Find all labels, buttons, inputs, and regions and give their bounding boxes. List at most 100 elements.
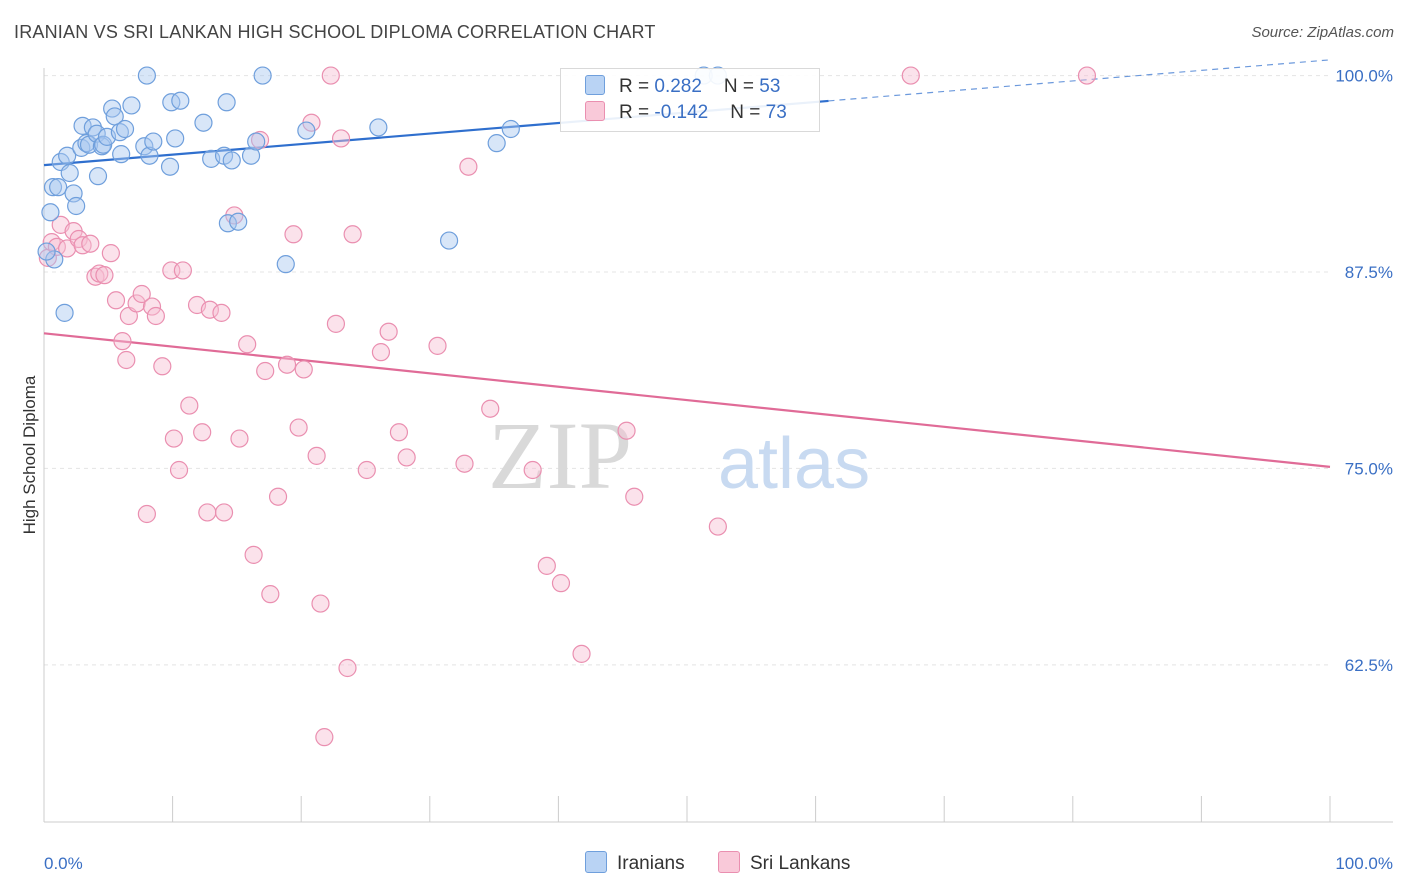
point-srilankans <box>321 66 340 85</box>
point-iranians <box>297 121 316 140</box>
point-srilankans <box>331 129 351 148</box>
point-srilankans <box>326 314 346 333</box>
point-iranians <box>160 157 180 176</box>
point-iranians <box>222 151 241 170</box>
source-label: Source: ZipAtlas.com <box>1251 24 1394 41</box>
blue-swatch-icon <box>585 75 605 95</box>
point-iranians <box>166 129 185 148</box>
pink-swatch-icon <box>585 101 605 121</box>
point-iranians <box>247 132 266 151</box>
point-srilankans <box>371 343 391 362</box>
point-srilankans <box>625 487 644 506</box>
point-iranians <box>43 178 63 197</box>
point-iranians <box>58 146 77 165</box>
point-srilankans <box>428 336 447 355</box>
y-tick-label: 75.0% <box>1345 459 1393 478</box>
legend-row-iranians: R = 0.282 N = 53 <box>585 75 780 99</box>
legend-row-srilankans: R = -0.142 N = 73 <box>585 101 787 125</box>
point-srilankans <box>212 303 231 322</box>
point-srilankans <box>256 361 275 381</box>
point-srilankans <box>193 423 212 442</box>
point-srilankans <box>455 454 474 473</box>
point-srilankans <box>307 446 326 465</box>
point-iranians <box>49 178 68 197</box>
point-srilankans <box>106 291 126 310</box>
point-srilankans <box>338 658 357 678</box>
x-tick-label: 0.0% <box>44 854 83 873</box>
point-iranians <box>487 134 506 153</box>
legend-label-iranians: Iranians <box>617 853 685 874</box>
point-iranians <box>137 66 156 85</box>
srilankans-n-label: N = <box>730 102 766 123</box>
point-iranians <box>501 119 520 139</box>
point-srilankans <box>117 350 136 370</box>
point-srilankans <box>1077 66 1097 85</box>
point-iranians <box>45 250 64 269</box>
point-srilankans <box>261 585 280 604</box>
legend-item-iranians[interactable]: Iranians <box>585 851 685 875</box>
point-iranians <box>439 231 459 250</box>
x-tick-label: 100.0% <box>1335 854 1393 873</box>
point-srilankans <box>537 556 556 575</box>
point-iranians <box>369 118 388 137</box>
point-srilankans <box>238 335 257 354</box>
point-srilankans <box>523 460 542 480</box>
point-srilankans <box>230 429 249 448</box>
point-srilankans <box>142 297 162 316</box>
point-srilankans <box>73 236 92 255</box>
trend-line-iranians-extension <box>828 59 1331 102</box>
point-iranians <box>60 163 79 183</box>
point-iranians <box>171 91 190 110</box>
point-srilankans <box>901 66 920 85</box>
point-srilankans <box>95 266 114 285</box>
point-srilankans <box>481 399 500 418</box>
point-iranians <box>144 132 163 151</box>
point-iranians <box>122 96 141 115</box>
point-srilankans <box>551 574 571 593</box>
legend-item-srilankans[interactable]: Sri Lankans <box>718 851 850 875</box>
point-srilankans <box>459 157 478 176</box>
point-srilankans <box>137 504 156 524</box>
srilankans-r-label: R = <box>619 102 655 123</box>
point-srilankans <box>198 503 217 522</box>
watermark: ZIP atlas <box>488 402 870 509</box>
y-tick-label: 62.5% <box>1345 656 1393 675</box>
point-iranians <box>115 119 135 139</box>
point-srilankans <box>173 261 192 280</box>
point-iranians <box>194 113 213 132</box>
blue-swatch-icon <box>585 851 607 873</box>
point-srilankans <box>81 234 100 253</box>
point-iranians <box>88 167 108 186</box>
y-tick-label: 100.0% <box>1335 67 1393 86</box>
point-srilankans <box>379 322 398 341</box>
trend-line-srilankans <box>43 332 1331 468</box>
point-iranians <box>253 66 272 85</box>
iranians-n-value: 53 <box>759 76 781 97</box>
series-legend: Iranians Sri Lankans <box>0 851 1406 877</box>
point-iranians <box>67 196 86 216</box>
watermark-zip: ZIP <box>488 402 632 509</box>
y-axis-label: High School Diploma <box>20 375 39 535</box>
point-srilankans <box>708 517 727 536</box>
point-srilankans <box>101 244 120 263</box>
point-srilankans <box>146 306 165 326</box>
point-srilankans <box>311 594 330 613</box>
srilankans-r-value: -0.142 <box>654 102 709 123</box>
point-iranians <box>41 203 60 222</box>
point-srilankans <box>164 429 183 448</box>
pink-swatch-icon <box>718 851 740 873</box>
series-iranians-points <box>37 66 727 322</box>
point-srilankans <box>284 225 303 244</box>
stats-legend: R = 0.282 N = 53 R = -0.142 N = 73 <box>560 68 820 132</box>
point-iranians <box>241 146 261 165</box>
watermark-atlas: atlas <box>718 424 870 504</box>
point-srilankans <box>343 225 362 244</box>
point-iranians <box>217 93 236 112</box>
point-srilankans <box>132 284 151 304</box>
point-srilankans <box>268 487 288 506</box>
tick-labels: 62.5% 75.0% 87.5% 100.0% 0.0% 100.0% <box>44 67 1393 873</box>
srilankans-n-value: 73 <box>765 102 787 123</box>
point-srilankans <box>294 360 313 379</box>
point-srilankans <box>169 460 189 480</box>
